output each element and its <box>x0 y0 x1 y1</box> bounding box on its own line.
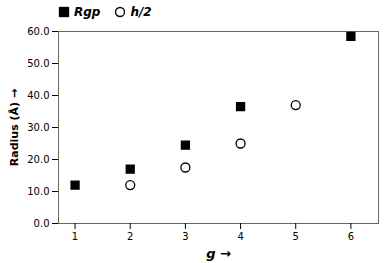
svg-text:40.0: 40.0 <box>27 90 49 101</box>
svg-text:1: 1 <box>72 231 78 242</box>
svg-text:g →: g → <box>206 246 231 261</box>
svg-text:2: 2 <box>127 231 133 242</box>
svg-text:50.0: 50.0 <box>27 58 49 69</box>
html-text:Rgp: Rgp <box>74 5 101 19</box>
svg-text:20.0: 20.0 <box>27 154 49 165</box>
svg-text:0.0: 0.0 <box>34 218 50 229</box>
svg-text:Radius (Å) →: Radius (Å) → <box>8 89 21 166</box>
svg-text:3: 3 <box>182 231 188 242</box>
svg-text:10.0: 10.0 <box>27 186 49 197</box>
svg-text:30.0: 30.0 <box>27 122 49 133</box>
html-text:h/2: h/2 <box>130 5 152 19</box>
svg-text:4: 4 <box>237 231 243 242</box>
svg-text:6: 6 <box>348 231 354 242</box>
svg-text:60.0: 60.0 <box>27 26 49 37</box>
svg-text:5: 5 <box>293 231 299 242</box>
